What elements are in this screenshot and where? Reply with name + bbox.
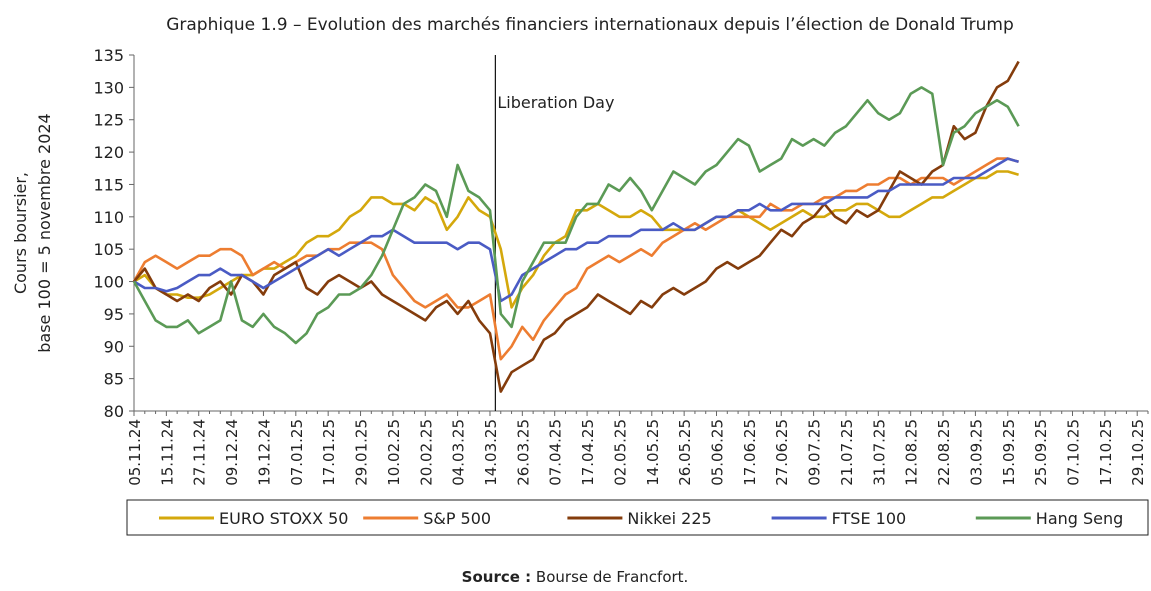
legend-label: FTSE 100: [832, 509, 907, 528]
x-tick-label: 21.07.25: [838, 419, 856, 486]
x-tick-label: 27.11.24: [191, 419, 209, 486]
x-tick-label: 12.08.25: [903, 419, 921, 486]
x-tick-label: 15.09.25: [1000, 419, 1018, 486]
chart-title: Graphique 1.9 – Evolution des marchés fi…: [166, 15, 1014, 35]
x-tick-label: 07.10.25: [1064, 419, 1082, 486]
legend-box: [126, 499, 1149, 536]
legend-label: EURO STOXX 50: [219, 509, 348, 528]
series-line: [132, 157, 1019, 361]
y-tick-label: 100: [93, 273, 124, 292]
x-tick-label: 07.01.25: [288, 419, 306, 486]
x-tick-label: 04.03.25: [450, 419, 468, 486]
x-tick-label: 22.08.25: [935, 419, 953, 486]
y-tick-label: 95: [104, 305, 124, 324]
x-tick-label: 15.11.24: [158, 419, 176, 486]
source-label: Source :: [462, 568, 531, 586]
x-tick-label: 29.01.25: [353, 419, 371, 486]
x-tick-label: 17.04.25: [579, 419, 597, 486]
y-axis-label: Cours boursier,: [11, 172, 30, 294]
x-tick-label: 26.03.25: [514, 419, 532, 486]
x-tick-label: 05.06.25: [709, 419, 727, 486]
y-tick-label: 120: [93, 143, 124, 162]
x-tick-label: 10.02.25: [385, 419, 403, 486]
y-tick-label: 135: [93, 46, 124, 65]
y-tick-label: 85: [104, 370, 124, 389]
series-line: [132, 86, 1020, 345]
y-tick-label: 125: [93, 111, 124, 130]
legend-label: S&P 500: [423, 509, 491, 528]
annotation: Liberation Day: [497, 93, 614, 112]
x-tick-label: 26.05.25: [676, 419, 694, 486]
series-line: [133, 60, 1020, 393]
x-tick-label: 05.11.24: [126, 419, 144, 486]
x-tick-label: 31.07.25: [870, 419, 888, 486]
x-tick-label: 14.03.25: [482, 419, 500, 486]
x-tick-label: 25.09.25: [1032, 419, 1050, 486]
legend-label: Hang Seng: [1036, 509, 1124, 528]
x-tick-label: 17.10.25: [1097, 419, 1115, 486]
series-line: [133, 170, 1019, 309]
x-tick-label: 02.05.25: [611, 419, 629, 486]
x-tick-label: 09.12.24: [223, 419, 241, 486]
x-tick-label: 14.05.25: [644, 419, 662, 486]
x-tick-label: 03.09.25: [967, 419, 985, 486]
x-tick-label: 07.04.25: [547, 419, 565, 486]
x-tick-label: 09.07.25: [806, 419, 824, 486]
y-tick-label: 80: [104, 402, 124, 421]
x-tick-label: 17.06.25: [741, 419, 759, 486]
x-tick-label: 19.12.24: [255, 419, 273, 486]
x-tick-label: 27.06.25: [773, 419, 791, 486]
y-tick-label: 110: [93, 208, 124, 227]
source-text: Bourse de Francfort.: [536, 568, 688, 586]
legend-label: Nikkei 225: [627, 509, 711, 528]
source: Source : Bourse de Francfort.: [462, 568, 689, 586]
x-tick-label: 17.01.25: [320, 419, 338, 486]
series-line: [133, 157, 1019, 303]
x-tick-label: 29.10.25: [1129, 419, 1147, 486]
x-tick-label: 20.02.25: [417, 419, 435, 486]
y-tick-label: 90: [104, 337, 124, 356]
y-tick-label: 105: [93, 240, 124, 259]
y-axis-label: base 100 = 5 novembre 2024: [35, 113, 54, 352]
y-tick-label: 130: [93, 78, 124, 97]
y-tick-label: 115: [93, 175, 124, 194]
